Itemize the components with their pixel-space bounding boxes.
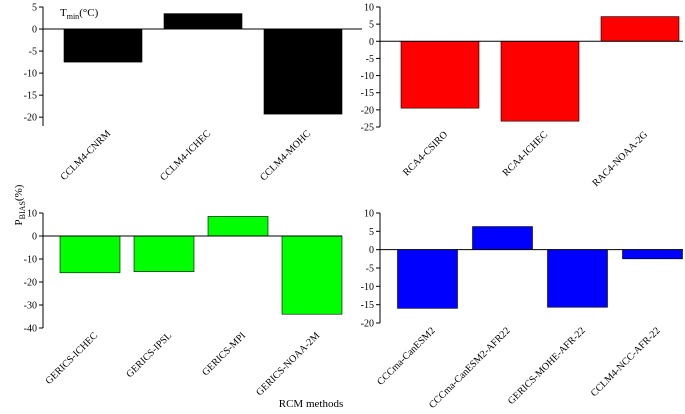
bar <box>500 40 580 122</box>
category-label: CCLM4-MOHC <box>258 128 313 183</box>
bar <box>281 235 343 315</box>
chart-panel-2: 10 5 0 -5 -10 -15 -20 -25 RCA4-CSIRO RCA4-ICHEC RA… <box>361 3 683 189</box>
y-tick-label: -25 <box>361 123 374 134</box>
y-axis-label: PBIAS(%) <box>13 184 27 225</box>
category-label: CCLM4-ICHEC <box>158 128 213 183</box>
y-tick-label: -30 <box>24 301 37 312</box>
y-tick-label: -15 <box>361 88 374 99</box>
y-tick-label: -10 <box>361 71 374 82</box>
category-label: CCCma-CanESM2-AFR22 <box>427 325 513 411</box>
bar <box>472 226 533 250</box>
y-tick-label: 5 <box>32 3 37 14</box>
bar <box>59 235 121 274</box>
bar <box>163 13 243 30</box>
category-label: GERICS-MOHE-AFR-22 <box>506 325 588 407</box>
chart-panel-1: 5 0 -5 -10 -15 -20 CCLM4-CNRM CCLM4-ICHEC CCLM4-… <box>24 3 362 183</box>
x-axis-label: RCM methods <box>279 398 343 410</box>
y-tick-label: 10 <box>27 209 37 220</box>
bar <box>547 249 608 308</box>
y-tick-label: -20 <box>361 105 374 116</box>
category-label: CCLM4-CNRM <box>59 128 114 183</box>
chart-panel-4: 10 5 0 -5 -10 -15 -20CCCma-CanESM2CCCma-CanESM… <box>361 209 683 411</box>
category-label: RCA4-ICHEC <box>501 129 551 179</box>
y-tick-label: -40 <box>24 324 37 335</box>
y-tick-label: 5 <box>369 227 374 238</box>
y-tick-label: 0 <box>369 245 374 256</box>
bar <box>622 249 683 260</box>
y-tick-label: -20 <box>361 319 374 330</box>
y-tick-label: 5 <box>369 20 374 31</box>
category-label: GERICS-MPI <box>200 330 248 378</box>
tmin-annotation: Tmin(°C) <box>60 7 99 21</box>
bar <box>600 16 680 42</box>
y-tick-label: 0 <box>32 232 37 243</box>
y-tick-label: -10 <box>24 69 37 80</box>
category-label: CCLM4-NCC-AFR-22 <box>589 325 663 399</box>
category-label: GERICS-NOAA-2M <box>254 330 322 398</box>
y-tick-label: -15 <box>24 91 37 102</box>
y-tick-label: 0 <box>32 25 37 36</box>
category-label: RAC4-NOAA-2G <box>590 129 650 189</box>
y-tick-label: -20 <box>24 278 37 289</box>
bar <box>397 249 458 309</box>
bar <box>207 216 269 237</box>
y-tick-label: -20 <box>24 113 37 124</box>
y-tick-label: -5 <box>366 54 374 65</box>
y-tick-label: -15 <box>361 300 374 311</box>
bar <box>63 28 143 63</box>
y-tick-label: -5 <box>29 47 37 58</box>
y-tick-label: -10 <box>361 282 374 293</box>
category-label: GERICS-ICHEC <box>44 330 101 387</box>
category-label: GERICS-IPSL <box>124 330 174 380</box>
y-tick-label: -10 <box>24 255 37 266</box>
chart-panel-3: 10 0 -10 -20 -30 -40 GERICS-ICHEC GERICS-IPSL GE… <box>24 209 343 398</box>
bar <box>263 28 343 115</box>
bar <box>400 40 480 109</box>
y-tick-label: 10 <box>364 3 374 14</box>
bar <box>133 235 195 272</box>
y-tick-label: 10 <box>364 209 374 220</box>
y-tick-label: -5 <box>366 264 374 275</box>
chart-panels: 5 0 -5 -10 -15 -20 CCLM4-CNRM CCLM4-ICHEC CCLM4-… <box>24 3 683 411</box>
category-label: CCCma-CanESM2 <box>375 325 437 387</box>
category-label: RCA4-CSIRO <box>401 129 450 178</box>
y-tick-label: 0 <box>369 37 374 48</box>
